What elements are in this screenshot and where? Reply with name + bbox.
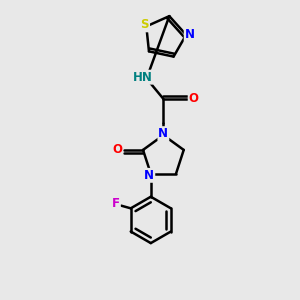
Text: N: N [158, 127, 168, 140]
Text: N: N [185, 28, 195, 41]
Text: O: O [189, 92, 199, 105]
Text: HN: HN [133, 71, 152, 84]
Text: O: O [112, 143, 122, 156]
Text: S: S [141, 18, 149, 32]
Text: N: N [144, 169, 154, 182]
Text: F: F [112, 197, 120, 210]
